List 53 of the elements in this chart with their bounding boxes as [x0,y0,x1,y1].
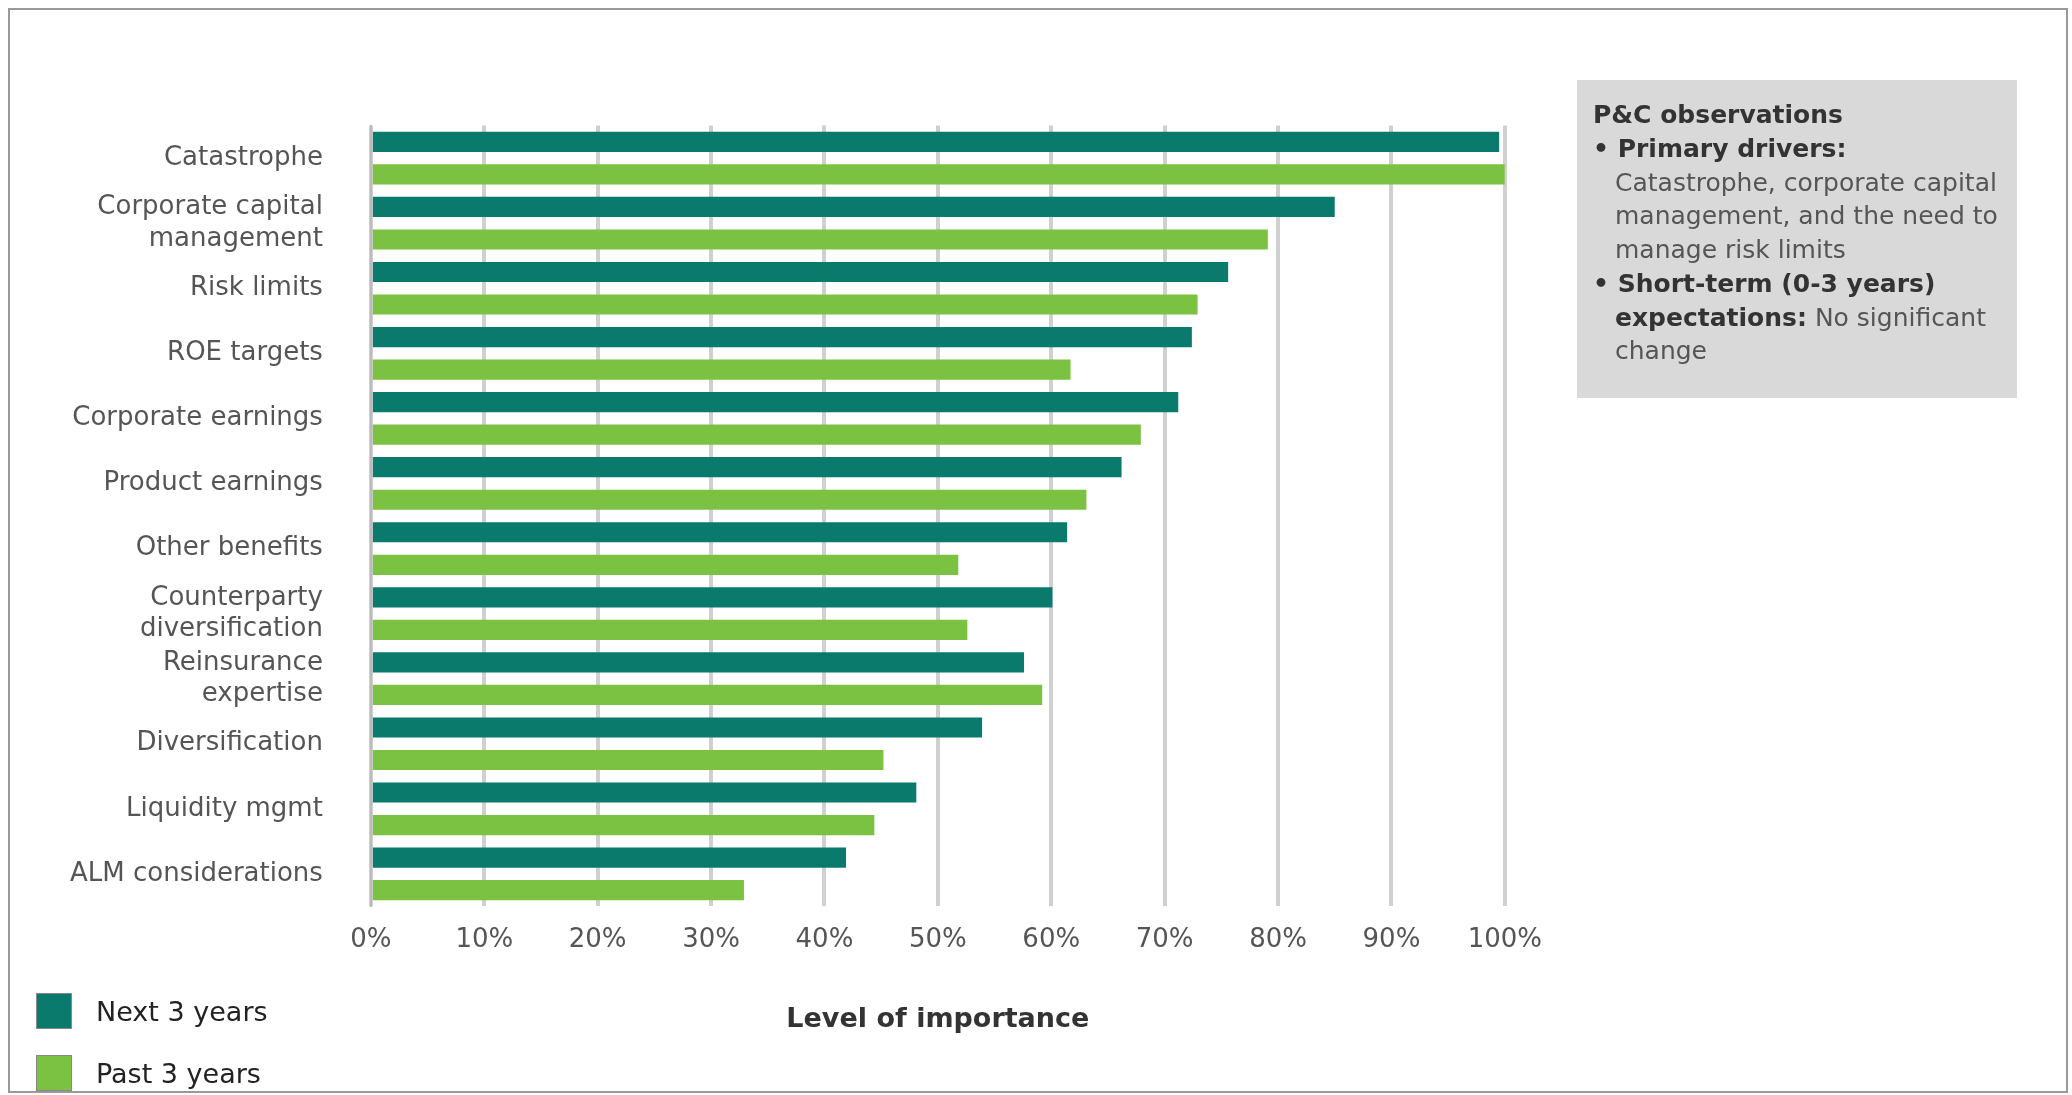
bar [372,522,1068,543]
y-tick-label: Other benefits [135,531,323,562]
bar [372,587,1053,608]
text: • Short-term (0-3 years) expectations: No significant change [1593,268,1986,366]
text: • Primary drivers: Catastrophe, corporate capital management, and the need to manage risk limits [1593,133,1998,264]
x-tick-label: 70% [1135,922,1194,953]
bar [372,717,983,738]
y-tick-label: Reinsurance expertise [162,645,323,708]
bar [372,814,875,836]
bar [372,294,1198,315]
x-axis-title: Level of importance [786,1001,1090,1033]
y-tick-label: Liquidity mgmt [126,791,323,822]
bar [372,326,1192,348]
bar [372,392,1179,413]
bar [372,457,1122,478]
y-tick-label: Product earnings [103,466,323,497]
y-tick-label: Corporate capital management [97,190,323,252]
bar [372,229,1268,250]
y-tick-label: ROE targets [167,336,323,367]
bar [372,424,1141,445]
bar [372,554,959,575]
y-tick-label: Corporate earnings [72,401,323,432]
bar [372,261,1229,283]
y-tick-label: Risk limits [189,271,323,302]
bar [372,652,1025,673]
text: P&C observations [1593,99,1844,131]
x-tick-label: 80% [1249,922,1307,953]
bar [372,164,1505,185]
x-tick-label: 0% [350,922,392,953]
bar [372,489,1087,510]
y-tick-label: Catastrophe [163,140,323,171]
x-tick-label: 30% [682,922,740,953]
bar [372,782,917,803]
bar [372,131,1500,152]
x-tick-label: 90% [1362,922,1421,953]
legend-label: Past 3 years [96,1057,261,1089]
legend-label: Next 3 years [96,995,268,1027]
bar [372,749,884,771]
x-tick-label: 40% [795,922,854,953]
bar [372,880,744,901]
bar [372,619,968,640]
y-tick-label: Diversification [136,726,323,757]
x-tick-label: 100% [1467,922,1543,953]
x-tick-label: 50% [908,922,967,953]
bar [372,684,1043,706]
bar [372,359,1071,380]
x-tick-label: 60% [1022,922,1081,953]
x-tick-label: 20% [568,922,627,953]
bar [372,847,847,868]
x-tick-label: 10% [455,922,514,953]
y-tick-label: Counterparty diversification [139,580,323,642]
bar [372,196,1335,218]
y-tick-label: ALM considerations [70,856,323,887]
